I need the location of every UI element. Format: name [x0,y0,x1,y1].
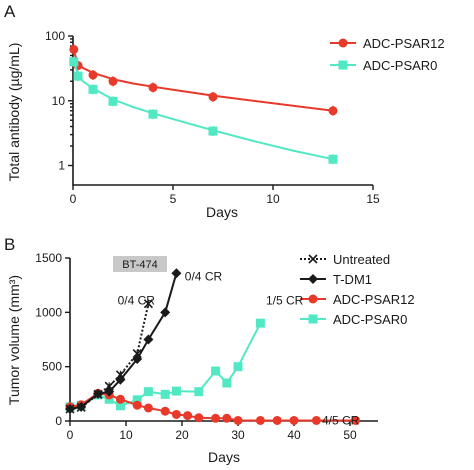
panel-b-series-1-point [171,268,182,279]
panel-b-series-2-point [311,415,321,425]
panel-b-series-0-point [65,404,75,414]
series-1-point [73,71,83,81]
panel-b-annotation: 1/5 CR [266,293,304,307]
series-0-point [108,76,118,86]
panel-b-ytick-label: 1500 [35,251,62,265]
panel-b-series-2-point [289,415,299,425]
panel-b-xlabel: Days [208,449,240,465]
panel-b-series-3-point [233,362,243,372]
series-0-point [208,92,218,102]
panel-a-xtick-label: 15 [366,192,380,206]
legend-item-psar12: ADC-PSAR12 [330,36,445,51]
legend-label-psar0: ADC-PSAR0 [363,58,437,73]
series-1-point [69,57,79,67]
panel-b-series-1-point [143,334,154,345]
panel-b-series-2-point [115,394,125,404]
panel-b-series-2-point [183,411,193,421]
legend-label-tdm1: T-DM1 [333,272,372,287]
panel-b-series-3-point [115,401,125,411]
panel-b-series-0-point [104,381,114,391]
legend-item-tdm1: T-DM1 [300,272,372,287]
panel-b-series-3-point [171,386,181,396]
panel-b-annotation: 4/5 CR [322,413,360,427]
series-1-point [208,126,218,136]
panel-a-xtick-label: 0 [70,192,77,206]
panel-b-annotation: 0/4 CR [118,293,156,307]
panel-b-series-3-point [160,389,170,399]
legend-item-psar0: ADC-PSAR0 [330,58,437,73]
panel-b-series-2-point [222,413,232,423]
panel-a-xtick-label: 10 [266,192,280,206]
panel-b-series-2-point [143,403,153,413]
series-0-point [69,44,79,54]
panel-b-xtick-label: 30 [231,428,245,442]
panel-b-xtick-label: 40 [287,428,301,442]
panel-b-ylabel: Tumor volume (mm³) [6,275,22,405]
panel-b-series-0-point [143,299,153,309]
panel-a-ytick-label: 10 [52,94,66,108]
panel-b-series-1-point [160,307,171,318]
series-1-point [88,84,98,94]
series-1-fit-line [72,60,334,161]
panel-a: A Total antibody (µg/mL) Days ADC-PSAR12… [4,2,445,220]
legend-label-untreated: Untreated [333,252,390,267]
series-1-point [108,96,118,106]
series-0-point [328,106,338,116]
panel-b-series-2-point [272,415,282,425]
panel-b-series-0-point [76,402,86,412]
legend-label-psar12: ADC-PSAR12 [363,36,445,51]
panel-b-xtick-label: 50 [343,428,357,442]
cell-line-badge: BT-474 [113,256,167,272]
series-1-point [328,154,338,164]
panel-b-series-3-point [211,366,221,376]
panel-a-ylabel: Total antibody (µg/mL) [6,43,22,182]
panel-b-series-2-point [194,413,204,423]
panel-b-series-2-point [233,415,243,425]
panel-b-series-0-point [132,349,142,359]
panel-b-xtick-label: 20 [175,428,189,442]
panel-a-ytick-label: 100 [45,29,65,43]
panel-b-series-2-point [351,415,361,425]
panel-b-ytick-label: 1000 [35,305,62,319]
cell-line-badge-label: BT-474 [122,259,157,271]
series-0-point [88,70,98,80]
panel-b-series-2-point [132,400,142,410]
legend-label-psar12-b: ADC-PSAR12 [333,292,415,307]
panel-a-label: A [4,2,16,21]
panel-b-label: B [4,235,15,254]
panel-a-plot: 0 5 10 15 1 10 100 [45,29,380,206]
panel-b-series-2-point [211,413,221,423]
panel-b-series-2-point [171,409,181,419]
panel-a-xlabel: Days [206,204,238,220]
panel-b-legend: Untreated T-DM1 ADC-PSAR12 ADC-PSAR0 [300,252,415,327]
panel-b-series-3-point [194,387,204,397]
panel-b-series-3-point [222,378,232,388]
legend-label-psar0-b: ADC-PSAR0 [333,312,407,327]
panel-a-xtick-label: 5 [170,192,177,206]
legend-item-psar12-b: ADC-PSAR12 [300,292,415,307]
panel-b-series-3-point [255,318,265,328]
series-0-point [148,83,158,93]
panel-b-series-0-point [115,370,125,380]
panel-b-axes [69,258,378,422]
legend-item-psar0-b: ADC-PSAR0 [300,312,407,327]
panel-b-series-3-point [132,395,142,405]
panel-b-xtick-label: 10 [119,428,133,442]
panel-b-series-2-point [255,415,265,425]
panel-b: B Tumor volume (mm³) Days BT-474 Untreat… [4,235,415,465]
panel-b-xtick-label: 0 [67,428,74,442]
panel-b-ytick-label: 0 [55,414,62,428]
panel-b-series-3-point [143,387,153,397]
panel-b-series-0-point [93,389,103,399]
legend-item-untreated: Untreated [300,252,390,267]
series-1-point [148,109,158,119]
panel-a-legend: ADC-PSAR12 ADC-PSAR0 [330,36,445,73]
panel-a-ytick-label: 1 [58,159,65,173]
panel-b-ytick-label: 500 [42,360,62,374]
panel-b-annotation: 0/4 CR [185,269,223,283]
panel-b-series-2-point [160,406,170,416]
